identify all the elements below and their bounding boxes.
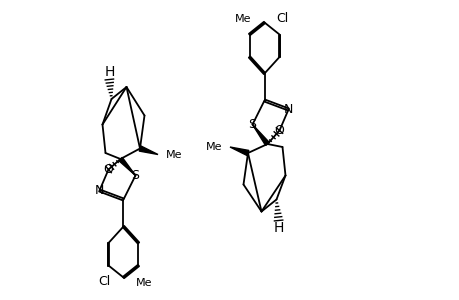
Text: O: O xyxy=(103,163,113,176)
Polygon shape xyxy=(118,158,135,175)
Text: N: N xyxy=(283,103,292,116)
Text: Me: Me xyxy=(235,14,251,24)
Polygon shape xyxy=(139,146,157,154)
Text: O: O xyxy=(274,124,284,137)
Text: Me: Me xyxy=(206,142,222,152)
Text: Me: Me xyxy=(136,278,152,288)
Text: S: S xyxy=(248,118,256,131)
Text: Cl: Cl xyxy=(276,12,288,25)
Text: H: H xyxy=(273,221,283,235)
Text: N: N xyxy=(95,184,104,197)
Text: Cl: Cl xyxy=(98,275,110,288)
Polygon shape xyxy=(252,124,269,146)
Text: H: H xyxy=(104,65,114,79)
Text: S: S xyxy=(131,169,139,182)
Polygon shape xyxy=(230,147,248,156)
Text: Me: Me xyxy=(165,149,182,160)
